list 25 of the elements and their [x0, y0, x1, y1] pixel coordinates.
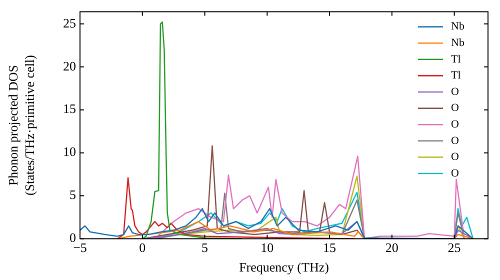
y-tick-label: 10 [63, 144, 76, 160]
legend-label: O [451, 102, 459, 114]
legend-label: O [451, 167, 459, 180]
y-tick-label: 0 [70, 230, 76, 246]
legend-label: O [451, 86, 459, 98]
x-tick-label: 0 [139, 240, 146, 256]
legend-label: O [451, 118, 459, 130]
x-tick-label: 15 [323, 240, 336, 256]
legend-label: O [451, 151, 459, 164]
x-tick-label: −5 [73, 240, 87, 256]
x-tick-label: 5 [202, 240, 208, 256]
y-axis-title: Phonon projected DOS (States/THz·primitive cell) [6, 55, 37, 196]
x-tick-label: 10 [260, 240, 274, 256]
x-tick-label: 25 [448, 240, 461, 256]
y-tick-label: 5 [70, 187, 76, 202]
legend-label: Nb [451, 20, 465, 33]
y-tick-label: 25 [63, 15, 76, 30]
x-tick-label: 20 [385, 240, 398, 256]
y-tick-label: 15 [63, 101, 76, 116]
legend-label: Nb [451, 36, 465, 49]
y-tick-label: 20 [63, 58, 76, 74]
legend-label: Tl [451, 70, 461, 82]
legend-label: Tl [451, 53, 461, 66]
legend-label: O [451, 134, 459, 147]
x-axis-title: Frequency (THz) [239, 260, 329, 275]
